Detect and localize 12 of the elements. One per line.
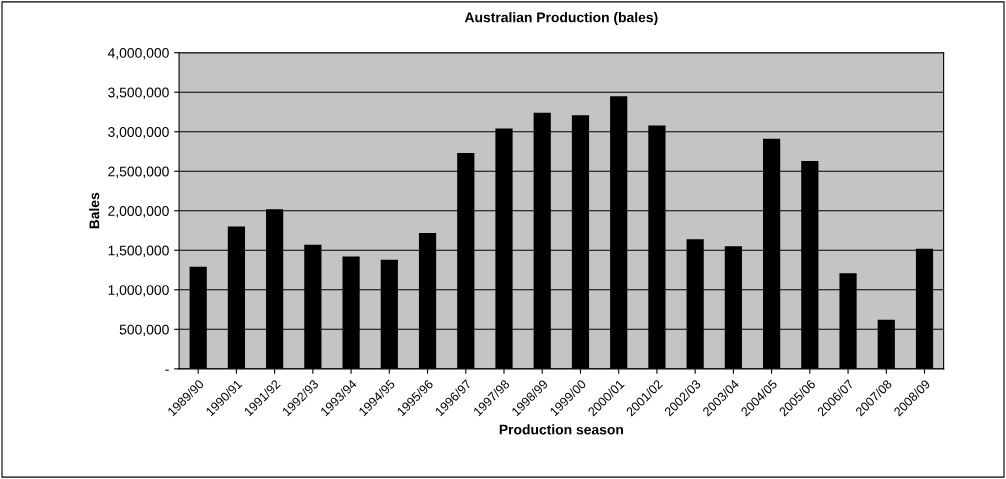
y-tick-label: 1,000,000 (108, 285, 169, 297)
y-tick-label: 4,000,000 (107, 48, 169, 60)
y-tick-label: - (165, 369, 169, 371)
y-tick-label: 2,000,000 (108, 206, 169, 218)
y-axis-title: Bales (89, 192, 100, 229)
y-tick-label: 3,000,000 (108, 127, 169, 139)
y-tick-label: 3,500,000 (108, 87, 169, 100)
x-axis-title: Production season (499, 424, 623, 435)
chart-title: Australian Production (bales) (464, 12, 658, 26)
y-tick-label: 1,500,000 (108, 245, 169, 258)
y-tick-label: 500,000 (119, 324, 169, 337)
y-tick-label: 2,500,000 (108, 166, 169, 179)
